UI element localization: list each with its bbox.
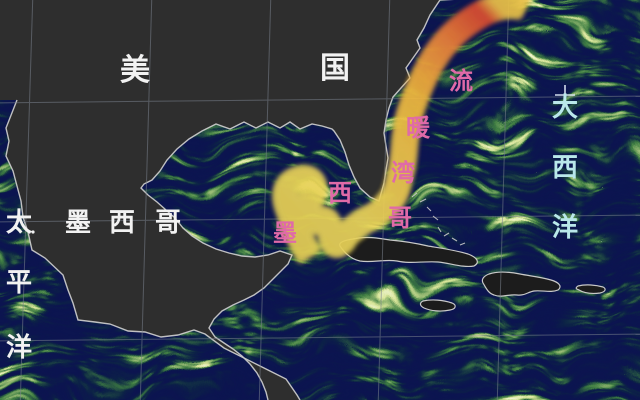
svg-text:洋: 洋 xyxy=(6,332,32,362)
svg-text:西: 西 xyxy=(552,152,578,182)
svg-text:暖: 暖 xyxy=(406,115,431,142)
svg-text:西: 西 xyxy=(109,207,135,237)
svg-text:哥: 哥 xyxy=(155,207,181,237)
svg-text:洋: 洋 xyxy=(552,212,578,242)
svg-text:平: 平 xyxy=(6,267,32,297)
svg-text:墨: 墨 xyxy=(65,207,91,237)
svg-text:太: 太 xyxy=(6,207,33,237)
svg-text:墨: 墨 xyxy=(273,220,297,247)
svg-text:哥: 哥 xyxy=(388,205,412,232)
svg-text:流: 流 xyxy=(449,68,473,95)
svg-text:国: 国 xyxy=(320,52,350,85)
svg-text:大: 大 xyxy=(552,92,578,122)
svg-text:西: 西 xyxy=(328,180,352,207)
svg-text:美: 美 xyxy=(120,53,150,87)
svg-text:湾: 湾 xyxy=(391,159,415,187)
